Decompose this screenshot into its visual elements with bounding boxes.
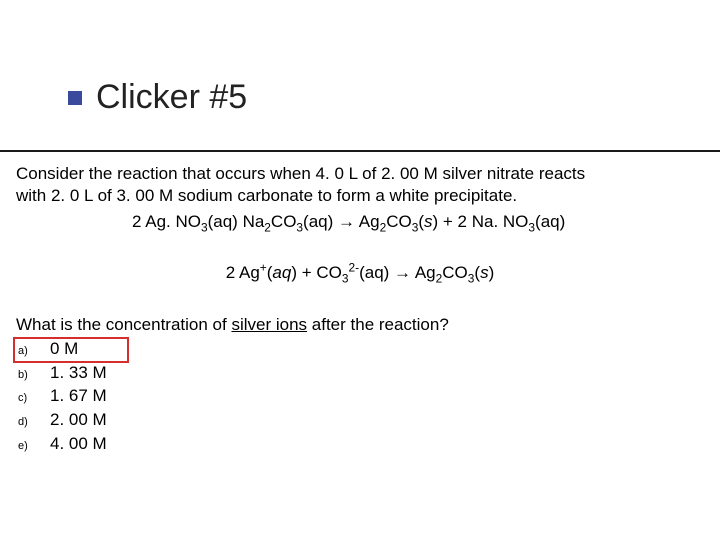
equation-full: 2 Ag. NO3(aq) Na2CO3(aq) → Ag2CO3(s) + 2… <box>16 211 704 233</box>
option-marker: c) <box>16 391 50 405</box>
option-marker: a) <box>16 344 50 358</box>
intro-line-1: Consider the reaction that occurs when 4… <box>16 164 585 183</box>
option-marker: b) <box>16 368 50 382</box>
intro-text: Consider the reaction that occurs when 4… <box>16 163 704 207</box>
slide-title: Clicker #5 <box>96 78 247 117</box>
option-row: c)1. 67 M <box>16 385 704 407</box>
option-marker: d) <box>16 415 50 429</box>
option-value: 0 M <box>50 338 78 360</box>
slide: Clicker #5 Consider the reaction that oc… <box>0 0 720 540</box>
title-row: Clicker #5 <box>68 78 680 117</box>
option-value: 1. 67 M <box>50 385 107 407</box>
option-marker: e) <box>16 439 50 453</box>
option-value: 1. 33 M <box>50 362 107 384</box>
answer-options: a)0 Mb)1. 33 Mc)1. 67 Md)2. 00 Me)4. 00 … <box>16 338 704 455</box>
slide-body: Consider the reaction that occurs when 4… <box>16 163 704 455</box>
option-row: d)2. 00 M <box>16 409 704 431</box>
question-prompt: What is the concentration of silver ions… <box>16 314 704 336</box>
equation-net-ionic: 2 Ag+(aq) + CO32-(aq) → Ag2CO3(s) <box>16 262 704 284</box>
title-underline <box>0 150 720 152</box>
option-row: a)0 M <box>16 338 704 360</box>
intro-line-2: with 2. 0 L of 3. 00 M sodium carbonate … <box>16 186 517 205</box>
option-value: 4. 00 M <box>50 433 107 455</box>
title-bullet-icon <box>68 91 82 105</box>
option-row: b)1. 33 M <box>16 362 704 384</box>
option-value: 2. 00 M <box>50 409 107 431</box>
option-row: e)4. 00 M <box>16 433 704 455</box>
